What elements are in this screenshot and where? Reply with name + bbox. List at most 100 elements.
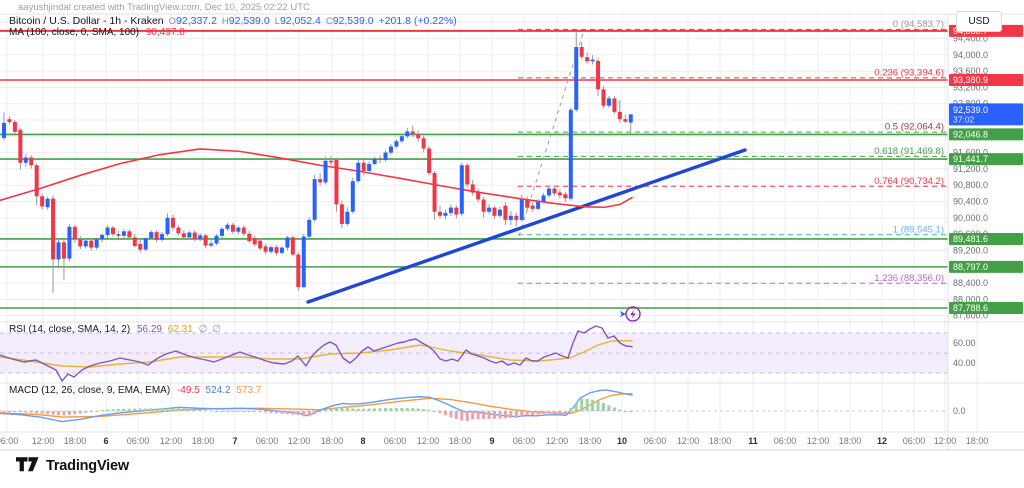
macd-histogram-bar	[111, 409, 115, 411]
ma-label[interactable]: MA (100, close, 0, SMA, 100)	[9, 27, 140, 38]
candle-up	[214, 235, 219, 244]
macd-histogram-bar	[171, 408, 175, 411]
time-tick-label: 06:00	[0, 436, 18, 446]
macd-histogram-bar	[89, 411, 93, 412]
candle-up	[187, 232, 192, 238]
svg-text:89,481.6: 89,481.6	[953, 234, 988, 244]
candle-up	[497, 209, 502, 216]
candle-down	[170, 217, 175, 228]
macd-histogram-bar	[334, 407, 338, 411]
macd-histogram-bar	[258, 411, 262, 412]
macd-histogram-bar	[155, 408, 159, 411]
currency-toggle-button[interactable]: USD	[956, 11, 1002, 32]
macd-histogram-bar	[225, 411, 229, 412]
macd-histogram-bar	[7, 411, 11, 412]
candle-down	[192, 232, 197, 240]
rsi-label[interactable]: RSI (14, close, SMA, 14, 2)	[9, 324, 131, 335]
macd-histogram-bar	[547, 411, 551, 414]
svg-text:93,380.9: 93,380.9	[953, 75, 988, 85]
candle-up	[459, 165, 464, 214]
candle-down	[503, 205, 508, 220]
macd-histogram-bar	[127, 408, 131, 411]
candle-up	[590, 59, 595, 62]
fib-level-label: 1 (89,545.1)	[893, 224, 944, 235]
symbol-title[interactable]: Bitcoin / U.S. Dollar - 1h - Kraken	[9, 15, 164, 27]
candle-up	[568, 109, 573, 199]
candle-up	[220, 228, 224, 236]
macd-histogram-bar	[73, 411, 77, 415]
macd-histogram-bar	[351, 408, 355, 411]
macd-histogram-bar	[106, 409, 110, 411]
ohlc-low-label: L	[274, 16, 280, 27]
macd-histogram-bar	[454, 411, 458, 419]
macd-histogram-bar	[580, 398, 584, 411]
price-axis[interactable]: 94,400.094,000.093,600.093,200.092,800.0…	[949, 24, 1023, 416]
candle-up	[383, 152, 388, 160]
candle-up	[356, 162, 361, 182]
macd-histogram-bar	[607, 405, 611, 411]
macd-histogram-bar	[46, 411, 50, 415]
candle-down	[61, 242, 66, 259]
macd-histogram-bar	[138, 408, 142, 411]
macd-histogram-bar	[78, 411, 82, 414]
candle-up	[388, 146, 393, 153]
candle-up	[312, 179, 317, 220]
fib-level-label: 0.618 (91,469.8)	[874, 146, 944, 157]
candle-up	[269, 247, 274, 252]
candle-up	[307, 219, 312, 237]
candle-down	[241, 227, 246, 234]
fib-level-label: 1.236 (88,356.0)	[874, 273, 944, 284]
footer-brand[interactable]: TradingView	[16, 457, 129, 474]
candle-down	[438, 211, 442, 216]
rsi-tick-label: 40.00	[953, 358, 976, 368]
macd-histogram-bar	[569, 408, 573, 411]
price-tick-label: 93,600.0	[953, 66, 988, 76]
candle-down	[427, 148, 432, 173]
price-tick-label: 93,200.0	[953, 82, 988, 92]
time-tick-label: 12:00	[546, 436, 569, 446]
price-tick-label: 89,200.0	[953, 245, 988, 255]
candle-down	[334, 159, 339, 205]
price-line-label	[949, 153, 1023, 166]
macd-histogram-bar	[394, 407, 398, 411]
candle-down	[111, 227, 115, 235]
candle-down	[465, 165, 470, 185]
candle-down	[421, 138, 426, 149]
candle-down	[601, 89, 606, 106]
macd-histogram-bar	[13, 411, 17, 412]
candle-up	[23, 157, 28, 163]
candle-up	[301, 236, 306, 288]
svg-text:92,046.8: 92,046.8	[953, 129, 988, 139]
candle-up	[541, 195, 546, 202]
rsi-line	[0, 325, 633, 382]
candle-up	[121, 231, 126, 236]
candle-down	[18, 129, 23, 163]
candle-down	[252, 238, 257, 245]
price-tick-label: 88,000.0	[953, 294, 988, 304]
macd-histogram-bar	[182, 408, 186, 411]
macd-label[interactable]: MACD (12, 26, close, 9, EMA, EMA)	[9, 385, 171, 396]
macd-histogram-bar	[160, 408, 164, 411]
macd-histogram-bar	[612, 407, 616, 411]
macd-histogram-bar	[269, 411, 273, 413]
candle-up	[225, 224, 230, 229]
macd-histogram-bar	[340, 407, 344, 411]
ohlc-low-value: 92,052.4	[279, 15, 321, 27]
macd-histogram-bar	[602, 403, 605, 411]
rsi-sma-value: 62.31	[167, 324, 193, 335]
time-tick-label: 8	[360, 436, 365, 446]
fib-level-label: 0 (94,583.7)	[893, 19, 944, 30]
candle-up	[160, 234, 165, 240]
time-axis[interactable]: 06:00 12:00 18:00 6 06:00 12:00 18:00 7 06:00 12:…	[0, 436, 988, 446]
macd-histogram-bar	[57, 411, 60, 416]
svg-text:87,788.6: 87,788.6	[953, 303, 988, 313]
candle-up	[367, 164, 372, 171]
candle-down	[623, 119, 628, 122]
fib-retracement-layer: 0 (94,583.7) 0.236 (93,394.6) 0.5 (92,064.…	[518, 19, 948, 284]
candle-down	[40, 196, 45, 207]
candle-down	[51, 198, 56, 260]
ascending-trendline[interactable]	[306, 148, 747, 304]
candle-down	[514, 215, 519, 220]
macd-histogram	[2, 398, 633, 421]
macd-histogram-bar	[378, 408, 382, 411]
